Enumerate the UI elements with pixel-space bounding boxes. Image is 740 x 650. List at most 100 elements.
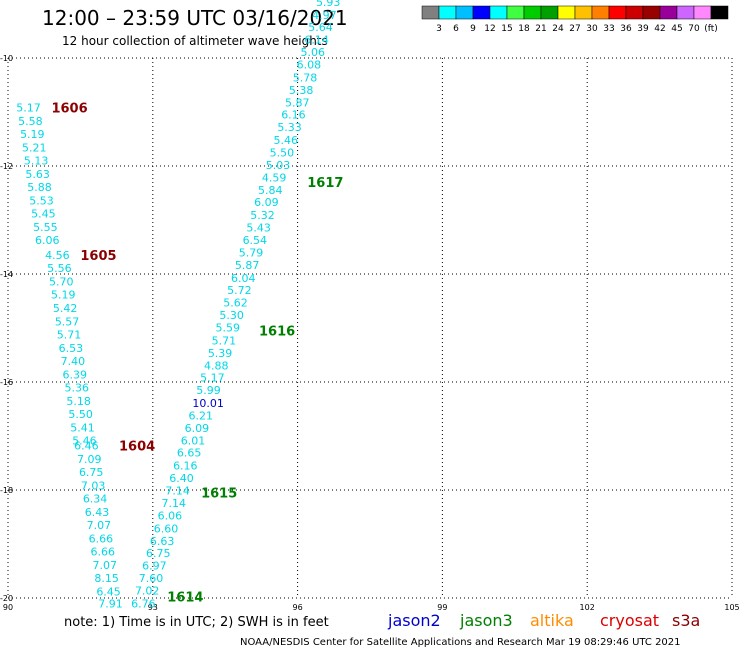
colorbar-label: 21 — [535, 24, 546, 34]
wave-height-point: 10.01 — [192, 397, 224, 410]
wave-height-point: 6.39 — [63, 368, 88, 381]
pass-label: 1615 — [201, 487, 237, 502]
colorbar-label: 27 — [569, 24, 580, 34]
wave-height-point: 5.78 — [293, 71, 318, 84]
wave-height-point: 6.60 — [154, 522, 179, 535]
colorbar-swatch — [608, 5, 627, 20]
colorbar-label: 30 — [586, 24, 598, 34]
wave-height-point: 5.84 — [258, 184, 283, 197]
wave-height-point: 5.56 — [47, 262, 72, 275]
wave-height-point: 6.09 — [185, 422, 210, 435]
colorbar-swatch — [625, 5, 644, 20]
wave-height-point: 5.46 — [273, 134, 298, 147]
wave-height-point: 5.17 — [200, 372, 225, 385]
wave-height-point: 6.16 — [173, 460, 198, 473]
wave-height-point: 6.75 — [146, 547, 171, 560]
wave-height-point: 8.15 — [94, 572, 119, 585]
pass-label: 1617 — [307, 176, 343, 191]
colorbar-swatch — [489, 5, 508, 20]
wave-height-point: 7.14 — [161, 497, 186, 510]
colorbar-swatch — [540, 5, 559, 20]
colorbar-label: 18 — [518, 24, 530, 34]
wave-height-point: 5.32 — [250, 209, 274, 222]
wave-height-point: 6.65 — [177, 447, 202, 460]
y-tick-label: -16 — [0, 378, 13, 387]
wave-height-point: 5.71 — [212, 334, 237, 347]
y-tick-label: -18 — [0, 486, 13, 495]
pass-label: 1605 — [80, 249, 116, 264]
wave-height-point: 6.43 — [85, 506, 110, 519]
colorbar-swatch — [591, 5, 610, 20]
wave-height-point: 5.57 — [55, 316, 79, 329]
wave-height-point: 5.87 — [285, 96, 310, 109]
wave-height-point: 5.99 — [196, 384, 221, 397]
wave-height-point: 5.58 — [18, 115, 43, 128]
wave-height-point: 6.66 — [89, 533, 114, 546]
wave-height-point: 5.43 — [246, 222, 270, 235]
colorbar-label: 6 — [453, 24, 459, 34]
wave-height-point: 5.59 — [216, 321, 241, 334]
footer-credit: NOAA/NESDIS Center for Satellite Applica… — [240, 637, 681, 648]
chart-subtitle: 12 hour collection of altimeter wave hei… — [62, 34, 328, 48]
colorbar-swatch — [659, 5, 678, 20]
wave-height-point: 6.46 — [74, 440, 99, 453]
wave-height-point: 5.50 — [270, 147, 295, 160]
wave-height-point: 6.53 — [59, 342, 84, 355]
colorbar-swatch — [642, 5, 661, 20]
wave-height-point: 5.36 — [64, 381, 89, 394]
wave-height-point: 6.06 — [158, 509, 183, 522]
x-tick-label: 99 — [437, 603, 447, 612]
colorbar-label: 42 — [654, 24, 665, 34]
colorbar-swatch — [523, 5, 542, 20]
wave-height-point: 6.34 — [83, 493, 108, 506]
wave-height-point: 5.06 — [300, 46, 325, 59]
wave-height-point: 5.41 — [70, 421, 95, 434]
wave-height-point: 6.63 — [150, 535, 175, 548]
wave-height-point: 6.40 — [169, 472, 194, 485]
colorbar-swatch — [693, 5, 712, 20]
wave-height-point: 4.56 — [45, 249, 69, 262]
y-tick-label: -12 — [0, 162, 13, 171]
wave-height-point: 6.06 — [35, 234, 60, 247]
wave-height-point: 5.39 — [208, 347, 233, 360]
colorbar-label: 70 — [688, 24, 700, 34]
wave-height-point: 6.09 — [254, 196, 279, 209]
colorbar-swatch — [421, 5, 440, 20]
wave-height-point: 7.14 — [165, 485, 190, 498]
wave-height-point: 5.50 — [68, 408, 93, 421]
wave-height-point: 6.76 — [131, 597, 156, 610]
wave-height-point: 5.93 — [316, 0, 341, 9]
y-tick-label: -14 — [0, 270, 13, 279]
satellite-legend: jason2 jason3 altika cryosat s3a — [387, 611, 700, 630]
colorbar-label: 39 — [637, 24, 649, 34]
wave-height-point: 5.18 — [66, 395, 91, 408]
colorbar-swatch — [438, 5, 457, 20]
colorbar-swatch — [710, 5, 729, 20]
wave-height-point: 5.79 — [239, 246, 264, 259]
pass-labels: 1606 1605 1604 1614 1615 1616 1617 — [51, 102, 343, 606]
wave-height-point: 5.38 — [289, 84, 314, 97]
wave-height-point: 7.02 — [135, 584, 160, 597]
wave-height-point: 5.42 — [53, 302, 78, 315]
wave-height-point: 5.87 — [235, 259, 260, 272]
wave-height-point: 5.71 — [57, 328, 81, 341]
colorbar-label: 12 — [484, 24, 495, 34]
wave-height-point: 6.54 — [243, 234, 267, 247]
wave-height-point: 5.64 — [308, 21, 333, 34]
wave-height-point: 5.17 — [16, 102, 41, 115]
wave-height-point: 5.03 — [266, 159, 291, 172]
satellite-legend-item: s3a — [672, 611, 700, 630]
satellite-legend-item: altika — [530, 611, 574, 630]
grid-lines — [7, 57, 733, 599]
wave-height-point: 7.07 — [87, 519, 112, 532]
wave-height-point: 5.62 — [223, 297, 248, 310]
wave-height-point: 7.60 — [139, 572, 164, 585]
pass-label: 1606 — [51, 102, 87, 117]
wave-height-point: 5.21 — [22, 142, 47, 155]
colorbar-swatch — [506, 5, 525, 20]
colorbar-swatch — [574, 5, 593, 20]
wave-height-point: 6.04 — [231, 272, 256, 285]
data-points: 5.175.585.195.215.135.635.885.535.455.55… — [16, 0, 341, 610]
colorbar-swatch — [557, 5, 576, 20]
colorbar-swatch — [472, 5, 491, 20]
